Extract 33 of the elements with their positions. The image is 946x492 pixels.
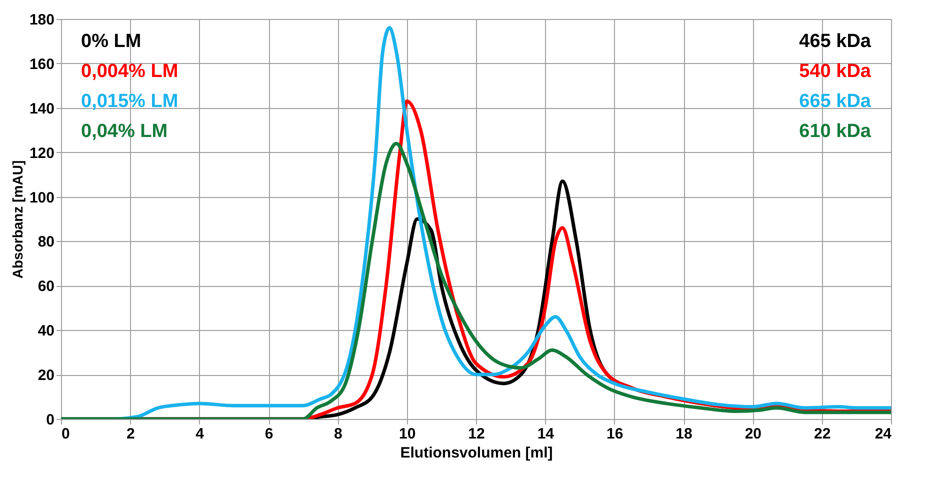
y-axis-title: Absorbanz [mAU] <box>9 160 26 279</box>
text: 0,004% LM <box>81 61 178 82</box>
x-tick-label: 12 <box>468 426 485 442</box>
y-tick-label: 20 <box>38 367 54 384</box>
y-tick-label: 120 <box>29 144 54 162</box>
text: 0% LM <box>81 31 142 52</box>
y-tick-label: 60 <box>38 278 54 296</box>
x-tick-label: 6 <box>264 426 274 442</box>
y-tick-label: 160 <box>29 56 54 73</box>
x-tick-label: 4 <box>196 426 205 442</box>
x-tick-label: 0 <box>62 426 70 442</box>
x-tick-label: 20 <box>744 426 762 442</box>
y-tick-label: 80 <box>38 234 54 251</box>
x-axis-title: Elutionsvolumen [ml] <box>400 444 553 462</box>
x-tick-label: 18 <box>676 426 692 442</box>
annotation: 465 kDa <box>799 31 872 52</box>
y-tick-label: 180 <box>29 12 54 28</box>
annotation: 610 kDa <box>799 121 872 142</box>
x-tick-label: 24 <box>874 426 892 442</box>
x-tick-label: 10 <box>398 426 416 442</box>
x-tick-label: 8 <box>334 426 342 442</box>
annotation: 540 kDa <box>799 61 872 82</box>
y-tick-label: 40 <box>38 322 54 340</box>
y-tick-label: 100 <box>29 189 54 206</box>
x-tick-label: 16 <box>606 426 624 442</box>
x-tick-label: 22 <box>814 426 831 442</box>
annotation: 665 kDa <box>799 91 872 112</box>
text: 0,015% LM <box>81 91 178 112</box>
x-tick-label: 14 <box>537 426 555 442</box>
y-tick-label: 140 <box>29 100 54 118</box>
x-tick-label: 2 <box>126 426 135 442</box>
y-tick-label: 0 <box>46 412 54 428</box>
text: 0,04% LM <box>81 121 168 142</box>
